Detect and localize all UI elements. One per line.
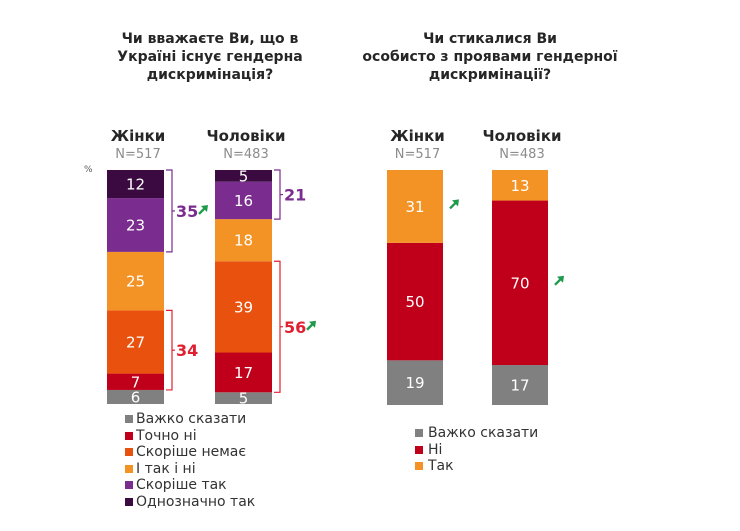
legend-item: І так і ні	[125, 461, 255, 478]
data-label: 17	[510, 377, 529, 395]
bracket	[274, 169, 281, 220]
chart2-legend: Важко сказати Ні Так	[415, 425, 538, 475]
chart1-category-men: Чоловіки	[206, 127, 286, 145]
bar-segment	[215, 261, 272, 353]
data-label: 23	[126, 216, 145, 234]
bracket-label: 56	[284, 318, 306, 337]
chart1-title-line: дискримінація?	[146, 67, 274, 83]
legend-swatch	[125, 464, 133, 473]
chart2-category-men: Чоловіки	[482, 127, 562, 145]
chart2-title-line: Чи стикалися Ви	[423, 31, 557, 47]
bar-segment	[492, 200, 548, 366]
bar-segment	[492, 170, 548, 201]
legend-label: Однозначно так	[136, 493, 256, 510]
bracket	[274, 260, 281, 393]
legend-label: Скоріше немає	[136, 444, 247, 460]
chart2-n-women: N=517	[394, 147, 441, 162]
legend-swatch	[125, 415, 133, 424]
legend-swatch	[415, 445, 423, 454]
chart2-category-women: Жінки	[390, 127, 445, 145]
data-label: 31	[405, 198, 424, 216]
legend-item: Важко сказати	[415, 425, 538, 442]
chart2-title-line: особисто з проявами гендерної	[362, 49, 618, 65]
legend-label: Важко сказати	[136, 411, 247, 427]
bar-segment	[107, 389, 164, 404]
bracket-label: 21	[284, 186, 306, 205]
green-arrow-up-icon	[449, 199, 459, 210]
bracket-label: 34	[176, 341, 198, 360]
legend-label: Скоріше так	[136, 477, 227, 493]
data-label: 25	[126, 273, 145, 291]
chart1-title-line: Чи вважаєте Ви, що в	[121, 31, 299, 47]
chart2-title-line: дискримінації?	[428, 67, 552, 83]
bar-segment	[387, 242, 443, 361]
bar-segment	[492, 365, 548, 405]
legend-item: Ні	[415, 442, 538, 459]
legend-item: Скоріше немає	[125, 444, 255, 461]
data-label: 7	[131, 373, 141, 391]
legend-label: І так і ні	[136, 460, 196, 477]
data-label: 16	[234, 192, 253, 210]
bar-segment	[107, 310, 164, 374]
bracket-label: 35	[176, 202, 198, 221]
data-label: 17	[234, 364, 253, 382]
bar-segment	[215, 219, 272, 262]
bracket	[166, 169, 173, 253]
green-arrow-up-icon	[554, 275, 564, 286]
bar-segment	[107, 198, 164, 252]
legend-label: Ні	[428, 441, 443, 458]
chart2-n-men: N=483	[499, 147, 545, 162]
bar-segment	[215, 392, 272, 404]
data-label: 13	[510, 177, 529, 195]
legend-swatch	[415, 462, 423, 471]
bar-segment	[215, 352, 272, 393]
chart1-unit-label: %	[84, 165, 93, 175]
legend-swatch	[125, 497, 133, 506]
legend-label: Точно ні	[136, 427, 197, 444]
bar-segment	[387, 360, 443, 405]
chart1-title: Чи вважаєте Ви, що в Україні існує генде…	[95, 30, 325, 84]
legend-item: Скоріше так	[125, 477, 255, 494]
legend-item: Однозначно так	[125, 494, 255, 511]
bar-segment	[387, 170, 443, 243]
data-label: 6	[131, 388, 141, 406]
data-label: 50	[405, 293, 424, 311]
data-label: 27	[126, 333, 145, 351]
bar-segment	[215, 181, 272, 220]
legend-swatch	[415, 429, 423, 438]
legend-item: Так	[415, 458, 538, 475]
bar-segment	[215, 170, 272, 182]
data-label: 5	[239, 390, 249, 408]
data-label: 39	[234, 298, 253, 316]
chart2-title: Чи стикалися Ви особисто з проявами генд…	[340, 30, 640, 84]
data-label: 12	[126, 176, 145, 194]
bar-segment	[107, 251, 164, 311]
chart1-legend: Важко сказати Точно ні Скоріше немає І т…	[125, 411, 255, 510]
legend-label: Так	[428, 458, 454, 474]
bar-segment	[107, 373, 164, 390]
chart1-title-line: Україні існує гендерна	[117, 49, 303, 65]
chart1-n-women: N=517	[115, 147, 161, 162]
data-label: 19	[405, 374, 424, 392]
legend-item: Точно ні	[125, 428, 255, 445]
green-arrow-up-icon	[306, 320, 316, 331]
legend-swatch	[125, 481, 133, 490]
chart1-n-men: N=483	[223, 147, 269, 162]
legend-item: Важко сказати	[125, 411, 255, 428]
legend-swatch	[125, 431, 133, 440]
bar-segment	[107, 170, 164, 199]
legend-swatch	[125, 448, 133, 457]
data-label: 70	[510, 274, 529, 292]
data-label: 18	[234, 232, 253, 250]
chart1-category-women: Жінки	[110, 127, 166, 145]
legend-label: Важко сказати	[428, 425, 539, 441]
green-arrow-up-icon	[198, 204, 208, 215]
bracket	[166, 309, 173, 391]
data-label: 5	[239, 167, 249, 185]
